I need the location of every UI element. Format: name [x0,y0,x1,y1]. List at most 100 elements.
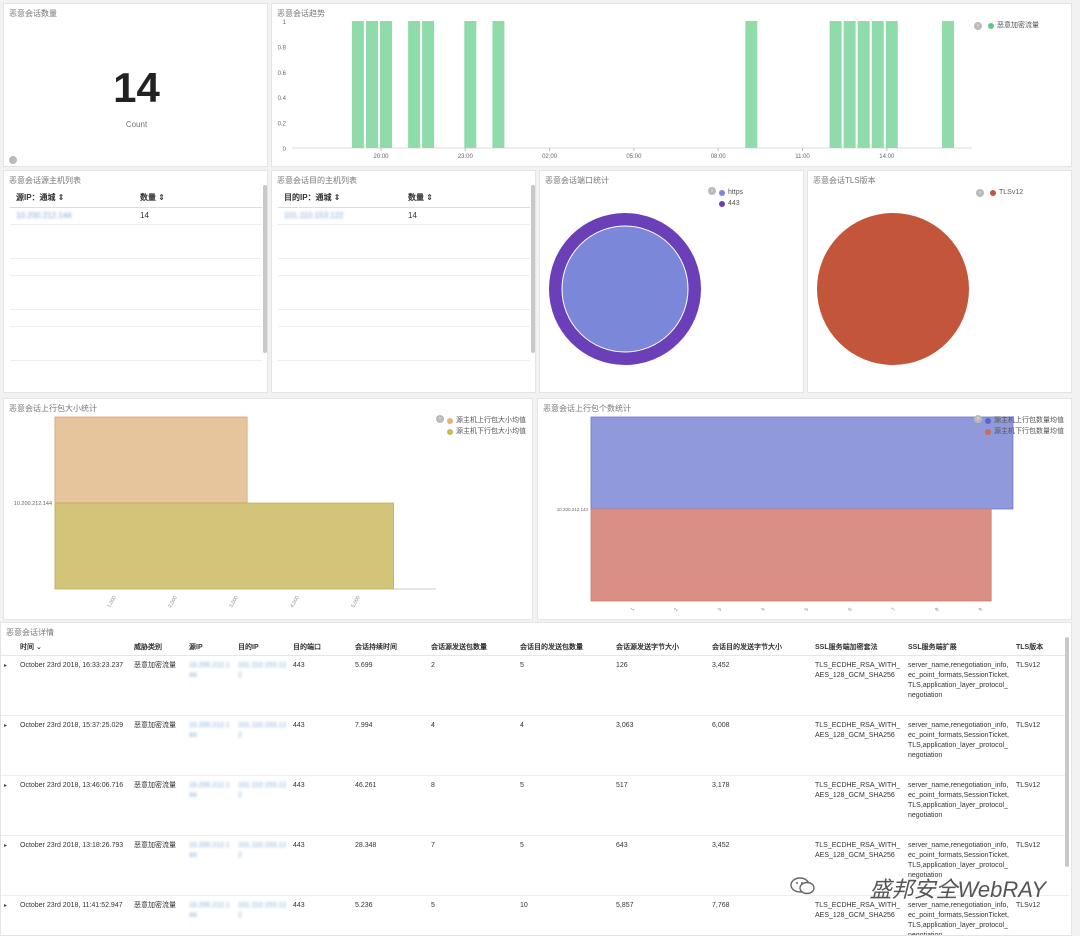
column-header[interactable]: 会话源发送字节大小 [613,639,709,656]
legend-toggle-icon[interactable]: › [708,187,716,195]
table-row[interactable]: ▸ October 23rd 2018, 11:41:52.947 恶意加密流量 10… [1,895,1069,935]
table-cell: 443 [290,775,352,836]
trend-bar[interactable] [745,21,758,148]
ports-panel: 恶意会话端口统计 › https 443 [539,170,804,393]
table-cell: October 23rd 2018, 13:46:06.716 [17,775,131,836]
wechat-icon [790,877,815,895]
src-ip-link[interactable]: 10.200.212.144 [10,207,134,225]
legend-toggle-icon[interactable]: › [976,188,984,197]
table-cell: 恶意加密流量 [131,895,186,935]
column-header[interactable]: 会话目的发送字节大小 [709,639,812,656]
pkt-count-legend[interactable]: › 源主机上行包数量均值 源主机下行包数量均值 [974,415,1064,437]
x-tick-label: 9 [978,607,985,613]
trend-bar[interactable] [871,21,884,148]
column-header[interactable]: 威胁类别 [131,639,186,656]
expand-row-icon[interactable]: ▸ [1,835,17,896]
tls-legend[interactable]: › TLSv12 [976,187,1023,198]
trend-bar[interactable] [829,21,842,148]
trend-bar[interactable] [351,21,364,148]
table-cell: TLSv12 [1013,895,1069,935]
bar-upload[interactable] [54,416,248,504]
ports-legend[interactable]: › https 443 [708,187,743,209]
legend-dot [447,417,453,424]
column-header[interactable]: 会话目的发送包数量 [517,639,613,656]
trend-bar[interactable] [885,21,898,148]
trend-panel-title: 恶意会话趋势 [277,9,325,18]
dst-ip-link[interactable]: 101.110.153.122 [278,207,402,225]
column-header[interactable]: TLS版本 [1013,639,1069,656]
table-cell: 3,452 [709,835,812,896]
scrollbar[interactable] [1065,637,1069,867]
table-cell: 恶意加密流量 [131,775,186,836]
x-tick-label: 20:00 [373,154,389,160]
table-cell: 5 [428,895,517,935]
column-header[interactable]: 目的端口 [290,639,352,656]
watermark-text: 盛邦安全WebRAY [869,877,1046,902]
table-cell: TLS_ECDHE_RSA_WITH_AES_128_GCM_SHA256 [812,895,905,935]
trend-bar[interactable] [464,21,477,148]
trend-bar[interactable] [422,21,435,148]
column-header[interactable]: SSL服务端扩展 [905,639,1013,656]
col-src-ip[interactable]: 源IP：通城 ⇕ [10,189,134,208]
column-header[interactable]: 时间 ⌄ [17,639,131,656]
col-count[interactable]: 数量 ⇕ [402,189,530,208]
table-cell: 443 [290,655,352,716]
scrollbar[interactable] [263,185,267,353]
bar-download[interactable] [54,502,394,590]
trend-bar[interactable] [857,21,870,148]
table-cell: 2 [428,655,517,716]
trend-bar[interactable] [942,21,954,148]
bar-upload[interactable] [590,416,1014,510]
legend-toggle-icon[interactable]: › [974,415,982,423]
scrollbar[interactable] [531,185,535,353]
expand-row-icon[interactable]: ▸ [1,655,17,716]
table-cell: server_name,renegotiation_info,ec_point_… [905,895,1013,935]
table-row[interactable]: ▸ October 23rd 2018, 15:37:25.029 恶意加密流量 10… [1,715,1069,776]
legend-toggle-icon[interactable]: › [436,415,444,423]
table-cell: 443 [290,835,352,896]
donut-inner-https[interactable] [561,225,689,353]
ports-donut-chart [549,213,701,365]
table-cell: 3,452 [709,655,812,716]
expand-row-icon[interactable]: ▸ [1,775,17,836]
trend-bar[interactable] [408,21,421,148]
legend-dot [985,417,991,424]
column-header[interactable]: SSL服务端加密套法 [812,639,905,656]
table-cell: 10.200.212.144 [186,895,235,935]
table-row[interactable]: ▸ October 23rd 2018, 16:33:23.237 恶意加密流量 10… [1,655,1069,716]
trend-legend[interactable]: › 恶意加密流量 [974,20,1039,31]
expand-row-icon[interactable]: ▸ [1,715,17,776]
pie-slice-tlsv12[interactable] [817,213,969,365]
trend-bar[interactable] [380,21,392,148]
dst-hosts-title: 恶意会话目的主机列表 [277,176,357,185]
trend-panel: 恶意会话趋势 1 0.8 0.6 0.4 0.2 0 20:00 23:00 02:00 05:0… [271,3,1072,167]
col-dst-ip[interactable]: 目的IP：通城 ⇕ [278,189,402,208]
table-cell: 10.200.212.144 [186,655,235,716]
col-count[interactable]: 数量 ⇕ [134,189,262,208]
y-tick-label: 0.2 [278,122,287,128]
expand-row-icon[interactable]: ▸ [1,895,17,935]
bar-download[interactable] [590,508,992,602]
table-cell: 6,008 [709,715,812,776]
column-header[interactable]: 源IP [186,639,235,656]
pkt-size-legend[interactable]: › 源主机上行包大小均值 源主机下行包大小均值 [436,415,526,437]
column-header[interactable]: 会话持续时间 [352,639,428,656]
x-tick-label: 14:00 [879,154,895,160]
table-row[interactable]: ▸ October 23rd 2018, 13:18:26.793 恶意加密流量 10… [1,835,1069,896]
trend-bar[interactable] [843,21,856,148]
pkt-size-panel: 恶意会话上行包大小统计 10.200.212.144 1,000 2,000 3,00… [3,398,533,620]
pkt-size-chart: 10.200.212.144 1,000 2,000 3,000 4,000 5,000 [14,416,436,609]
table-cell: server_name,renegotiation_info,ec_point_… [905,715,1013,776]
trend-bar[interactable] [492,21,505,148]
table-cell: October 23rd 2018, 15:37:25.029 [17,715,131,776]
legend-toggle-icon[interactable]: › [974,21,982,30]
x-tick-label: 7 [891,607,898,613]
table-cell: 7,768 [709,895,812,935]
x-tick-label: 2,000 [167,595,179,609]
info-icon[interactable] [9,156,17,164]
column-header[interactable]: 会话源发送包数量 [428,639,517,656]
column-header[interactable]: 目的IP [235,639,290,656]
table-row[interactable]: ▸ October 23rd 2018, 13:46:06.716 恶意加密流量 10… [1,775,1069,836]
trend-bar[interactable] [365,21,378,148]
count-value: 14 [113,64,160,111]
